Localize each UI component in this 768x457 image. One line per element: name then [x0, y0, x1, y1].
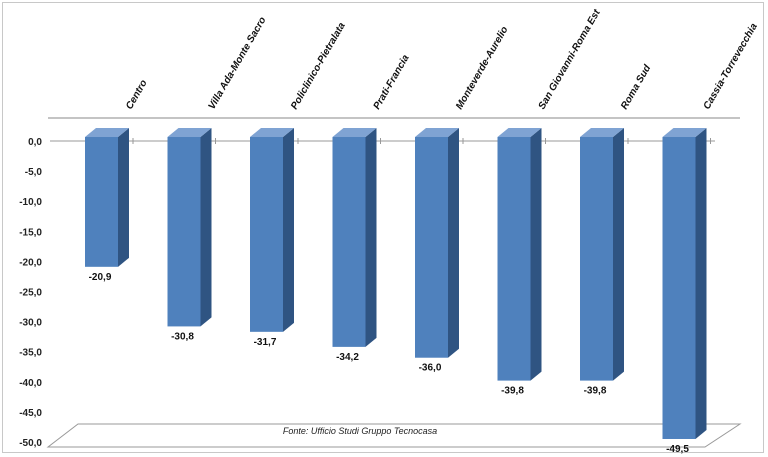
bar-top — [662, 128, 707, 137]
source-label: Fonte: Ufficio Studi Gruppo Tecnocasa — [283, 426, 437, 436]
y-tick-label: 0,0 — [28, 137, 42, 148]
bar-top — [580, 128, 624, 137]
chart-frame — [2, 2, 764, 453]
bar-side — [283, 128, 294, 332]
bar-top — [332, 128, 377, 137]
data-label: -31,7 — [254, 337, 277, 348]
y-tick-label: -5,0 — [25, 167, 43, 178]
bar-side — [200, 128, 212, 327]
y-tick-label: -45,0 — [19, 408, 42, 419]
y-tick-label: -30,0 — [19, 318, 42, 329]
data-label: -30,8 — [171, 331, 194, 342]
category-label: Cassia-Torrevecchia — [702, 21, 760, 111]
bar-side — [448, 128, 459, 358]
bar — [580, 137, 613, 381]
bar — [415, 137, 448, 358]
bar-top — [497, 128, 542, 137]
y-tick-label: -50,0 — [19, 438, 42, 449]
bar-side — [530, 128, 542, 381]
data-label: -39,8 — [501, 386, 524, 397]
bar-side — [365, 128, 377, 347]
category-label: Monteverde-Aurelio — [454, 25, 510, 112]
data-label: -34,2 — [336, 352, 359, 363]
data-label: -36,0 — [419, 363, 442, 374]
data-label: -39,8 — [584, 386, 607, 397]
bar — [332, 137, 366, 347]
y-tick-label: -15,0 — [19, 227, 42, 238]
bar-top — [85, 128, 129, 137]
data-label: -49,5 — [666, 444, 689, 455]
data-label: -20,9 — [89, 272, 112, 283]
bar — [85, 137, 118, 267]
floor-plane — [46, 423, 742, 448]
y-tick-label: -40,0 — [19, 378, 42, 389]
bar-top — [415, 128, 459, 137]
category-label: Prati-Francia — [372, 53, 412, 112]
bar-side — [695, 128, 707, 439]
bar — [662, 137, 696, 439]
bar — [497, 137, 531, 381]
bar — [250, 137, 283, 332]
bar-side — [118, 128, 129, 267]
bar-top — [250, 128, 294, 137]
y-tick-label: -35,0 — [19, 348, 42, 359]
category-label: Policlinico-Pietralata — [289, 20, 348, 111]
y-tick-label: -10,0 — [19, 197, 42, 208]
bar-side — [613, 128, 624, 381]
y-tick-label: -25,0 — [19, 288, 42, 299]
bar — [167, 137, 201, 327]
y-tick-label: -20,0 — [19, 257, 42, 268]
category-label: Villa Ada-Monte Sacro — [207, 15, 269, 111]
category-label: Centro — [124, 78, 150, 111]
category-label: Roma Sud — [619, 62, 654, 111]
bar-top — [167, 128, 212, 137]
category-label: San Giovanni-Roma Est — [537, 7, 604, 111]
